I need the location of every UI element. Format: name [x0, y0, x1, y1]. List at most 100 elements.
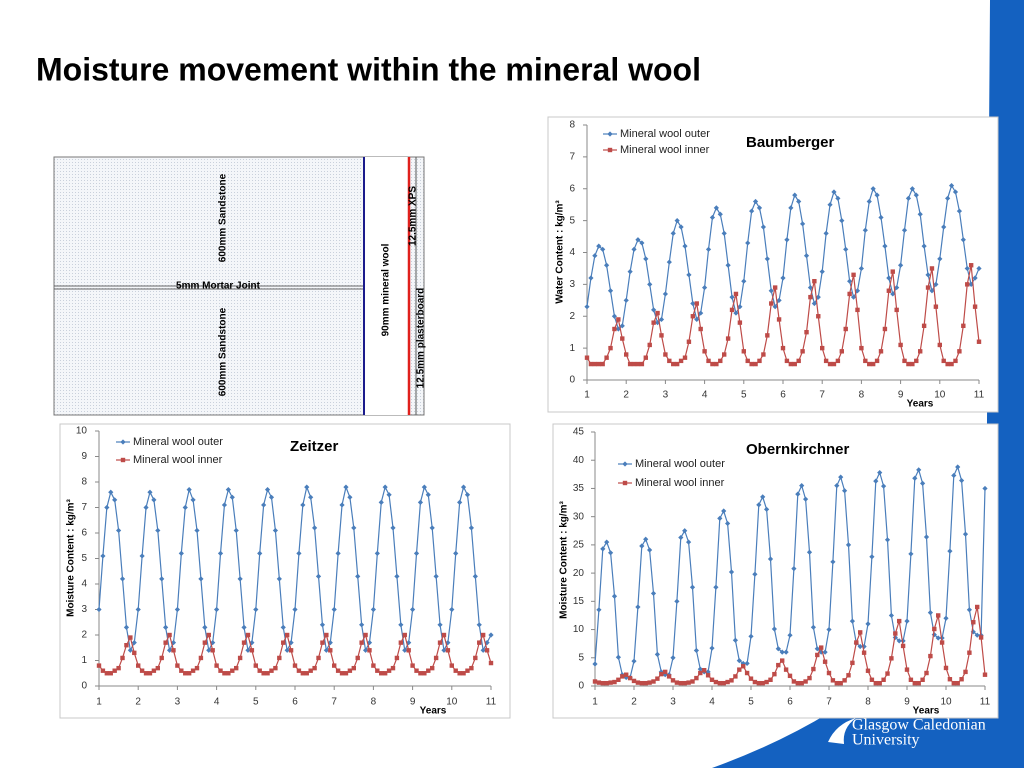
data-point — [186, 671, 192, 676]
data-point — [890, 291, 896, 297]
data-point — [822, 649, 828, 655]
data-point — [398, 622, 404, 628]
x-tick-label: 5 — [748, 697, 754, 708]
data-point — [769, 301, 774, 306]
data-point — [273, 665, 278, 671]
data-point — [237, 576, 243, 582]
x-tick-label: 4 — [702, 390, 708, 401]
data-point — [480, 632, 486, 638]
data-point — [147, 671, 153, 676]
data-point — [257, 668, 262, 673]
data-point — [709, 214, 716, 221]
data-point — [616, 677, 621, 682]
data-point — [764, 506, 770, 512]
data-point — [744, 670, 750, 676]
x-tick-label: 4 — [214, 697, 220, 708]
data-point — [826, 626, 832, 633]
data-point — [237, 655, 243, 661]
data-point — [721, 680, 726, 686]
data-point — [253, 663, 258, 668]
data-point — [163, 640, 168, 645]
data-point — [917, 211, 923, 217]
data-point — [627, 269, 633, 275]
data-point — [843, 246, 849, 252]
data-point — [386, 492, 392, 498]
data-point — [600, 546, 606, 552]
data-point — [214, 606, 220, 613]
data-point — [312, 665, 317, 671]
x-tick-label: 1 — [592, 697, 598, 708]
data-point — [135, 606, 141, 613]
data-point — [941, 358, 946, 364]
data-point — [437, 622, 443, 628]
data-point — [662, 672, 668, 678]
y-tick-label: 7 — [569, 152, 575, 163]
data-point — [611, 313, 618, 319]
data-point — [300, 671, 306, 676]
data-point — [709, 645, 715, 651]
y-tick-label: 1 — [81, 655, 87, 666]
data-point — [631, 678, 637, 684]
data-point — [963, 669, 968, 675]
data-point — [933, 304, 939, 309]
data-point — [619, 323, 625, 329]
legend-label: Mineral wool inner — [635, 477, 725, 489]
data-point — [894, 307, 899, 313]
data-point — [366, 640, 373, 646]
chart-title: Obernkirchner — [746, 441, 850, 458]
data-point — [965, 282, 970, 287]
data-point — [783, 649, 789, 655]
label: 12.5mm plasterboard — [416, 288, 427, 389]
data-point — [265, 671, 270, 676]
data-point — [596, 607, 602, 613]
data-point — [835, 195, 841, 201]
data-point — [171, 648, 176, 653]
x-tick-label: 9 — [904, 697, 910, 708]
data-point — [728, 569, 735, 575]
data-point — [772, 671, 777, 677]
data-point — [257, 550, 263, 556]
data-point — [608, 680, 613, 685]
data-point — [693, 647, 699, 654]
data-point — [862, 227, 868, 233]
data-point — [96, 663, 102, 668]
data-point — [877, 470, 883, 476]
data-point — [667, 358, 672, 364]
data-point — [776, 317, 782, 322]
data-point — [596, 243, 602, 249]
data-point — [839, 218, 845, 224]
y-tick-label: 3 — [81, 604, 87, 615]
data-point — [690, 314, 696, 319]
data-point — [651, 307, 657, 313]
data-point — [843, 326, 848, 332]
logo-mark — [828, 718, 856, 744]
data-point — [968, 263, 974, 268]
data-point — [803, 679, 808, 684]
data-point — [737, 667, 742, 672]
data-point — [870, 361, 876, 367]
data-point — [937, 342, 942, 348]
data-point — [183, 671, 188, 676]
data-point — [816, 314, 821, 319]
y-tick-label: 1 — [569, 343, 575, 354]
data-point — [951, 680, 956, 686]
data-point — [869, 554, 875, 560]
data-point — [721, 508, 727, 514]
data-point — [830, 559, 836, 565]
data-point — [639, 543, 645, 549]
data-point — [359, 640, 364, 645]
data-point — [914, 358, 919, 364]
data-point — [394, 655, 400, 661]
data-point — [937, 256, 943, 262]
data-point — [104, 504, 110, 511]
data-point — [857, 643, 863, 650]
data-point — [132, 650, 137, 656]
data-point — [865, 621, 871, 627]
data-point — [947, 677, 953, 682]
data-point — [823, 230, 829, 236]
data-point — [429, 525, 435, 531]
data-point — [284, 647, 290, 653]
data-point — [355, 573, 361, 579]
x-tick-label: 7 — [819, 390, 825, 401]
